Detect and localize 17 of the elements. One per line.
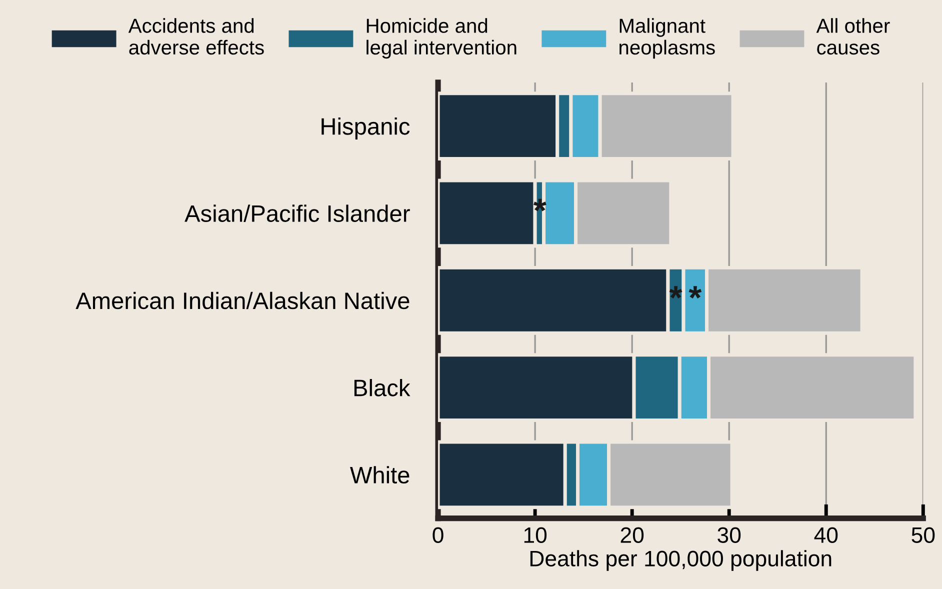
x-tick-label: 50	[912, 527, 935, 543]
legend-label: Homicide and legal intervention	[366, 18, 516, 59]
x-axis-title: Deaths per 100,000 population	[530, 550, 832, 571]
x-tick-label: 40	[814, 527, 838, 543]
annotation: *	[688, 286, 702, 298]
y-tick-label: Asian/Pacific Islander	[184, 204, 410, 222]
y-tick-label: Black	[354, 379, 410, 396]
legend-label: Malignant neoplasms	[620, 18, 715, 59]
x-tick-label: 20	[620, 527, 644, 543]
legend-label: All other causes	[816, 18, 890, 55]
legend-label: Accidents and adverse effects	[128, 18, 264, 55]
y-tick-label: American Indian/Alaskan Native	[76, 292, 410, 310]
x-tick-label: 30	[718, 527, 741, 543]
y-tick-label: White	[350, 466, 410, 484]
x-tick-label: 10	[524, 527, 547, 543]
y-tick-label: Hispanic	[322, 117, 410, 140]
x-tick-label: 0	[432, 527, 444, 543]
